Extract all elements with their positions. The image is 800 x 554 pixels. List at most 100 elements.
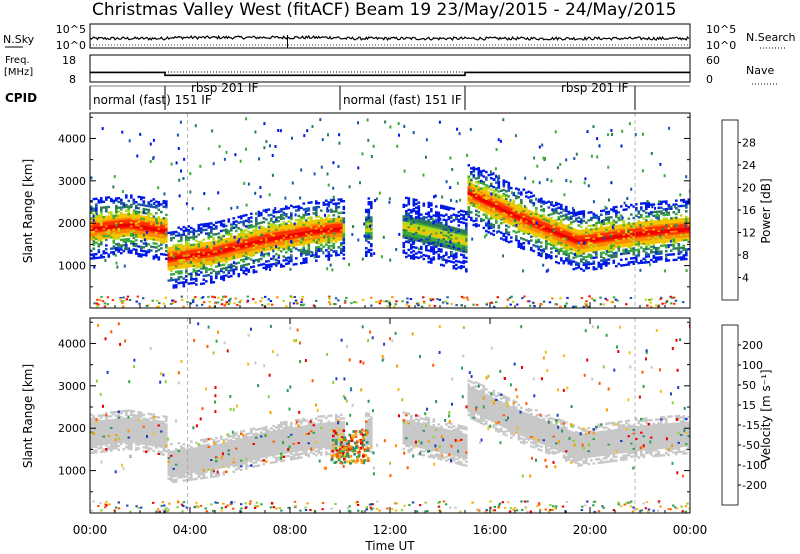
power-cell bbox=[307, 207, 311, 210]
power-cell bbox=[540, 218, 543, 221]
power-cell bbox=[165, 200, 168, 203]
power-cell bbox=[502, 206, 506, 209]
power-cell bbox=[557, 227, 561, 230]
power-cell bbox=[115, 231, 118, 234]
power-cell bbox=[305, 219, 308, 222]
power-cell bbox=[370, 206, 373, 210]
power-cell bbox=[575, 238, 578, 241]
power-cell bbox=[232, 261, 235, 265]
power-cell bbox=[590, 262, 593, 265]
power-cell bbox=[105, 209, 108, 213]
power-cell bbox=[217, 240, 221, 243]
power-cell bbox=[155, 206, 158, 209]
power-cell bbox=[580, 212, 583, 215]
power-cell bbox=[102, 250, 106, 253]
power-cell bbox=[180, 264, 183, 267]
power-cell bbox=[462, 265, 466, 268]
power-cell bbox=[477, 207, 481, 210]
power-cell bbox=[470, 182, 473, 185]
power-cell bbox=[187, 238, 191, 241]
power-cell bbox=[502, 217, 506, 220]
power-cell bbox=[485, 195, 488, 198]
power-cell bbox=[132, 198, 136, 201]
power-cell bbox=[452, 242, 456, 245]
power-cell bbox=[680, 235, 683, 238]
power-cell bbox=[234, 153, 237, 157]
power-cell bbox=[227, 269, 231, 273]
power-cell bbox=[547, 225, 551, 228]
power-cell bbox=[645, 261, 648, 264]
power-cell bbox=[300, 239, 303, 242]
power-cell bbox=[522, 245, 526, 249]
power-cell bbox=[622, 208, 626, 211]
power-cell bbox=[240, 220, 243, 224]
power-cell bbox=[495, 213, 498, 217]
power-cell bbox=[335, 236, 338, 240]
power-cell bbox=[327, 214, 331, 217]
power-cell bbox=[170, 260, 173, 263]
power-cell bbox=[607, 258, 611, 261]
power-cell bbox=[100, 235, 103, 238]
power-cell bbox=[277, 242, 281, 246]
power-cell bbox=[687, 198, 690, 201]
power-cell bbox=[262, 255, 266, 258]
power-cell bbox=[115, 216, 118, 219]
power-cell bbox=[235, 266, 238, 269]
power-cell bbox=[182, 254, 186, 257]
power-cell bbox=[462, 261, 466, 265]
power-cell bbox=[115, 208, 118, 212]
power-cell bbox=[365, 231, 368, 235]
power-cell bbox=[262, 226, 266, 229]
power-cell bbox=[247, 245, 251, 249]
power-cell bbox=[679, 193, 682, 197]
power-cell bbox=[640, 231, 643, 234]
power-cell bbox=[120, 200, 123, 203]
power-cell bbox=[527, 217, 531, 220]
power-cell bbox=[177, 243, 181, 247]
power-cell bbox=[667, 205, 671, 209]
power-cell bbox=[180, 235, 183, 239]
nsearch-tick-bottom: 10^0 bbox=[706, 39, 736, 52]
power-cell bbox=[607, 246, 611, 250]
power-cell bbox=[117, 235, 121, 238]
power-cell bbox=[642, 261, 646, 264]
power-cell bbox=[157, 225, 161, 229]
power-cell bbox=[450, 207, 453, 210]
power-cell bbox=[422, 219, 426, 223]
power-cell bbox=[280, 242, 283, 245]
power-cell bbox=[432, 235, 436, 238]
power-cell bbox=[515, 204, 518, 207]
power-cell bbox=[537, 229, 541, 232]
power-cell bbox=[677, 233, 681, 236]
power-cell bbox=[199, 164, 202, 168]
power-cell bbox=[282, 223, 286, 226]
power-cell bbox=[280, 233, 283, 236]
power-cell bbox=[475, 200, 478, 203]
power-cell bbox=[130, 213, 133, 216]
power-cell bbox=[485, 207, 488, 210]
power-cell bbox=[430, 208, 433, 211]
power-cell bbox=[615, 209, 618, 213]
power-cell bbox=[557, 216, 561, 219]
power-cell bbox=[657, 241, 661, 244]
power-cell bbox=[370, 223, 373, 227]
power-cell bbox=[612, 244, 616, 247]
power-cell bbox=[530, 199, 533, 202]
power-cell bbox=[127, 232, 131, 235]
power-cell bbox=[610, 238, 613, 242]
power-cell bbox=[370, 216, 373, 219]
power-cell bbox=[600, 246, 603, 249]
power-cell bbox=[302, 227, 306, 230]
power-cell bbox=[212, 244, 216, 248]
power-cell bbox=[462, 229, 466, 232]
power-cell bbox=[465, 260, 468, 263]
power-cell bbox=[495, 211, 498, 215]
power-cell bbox=[272, 226, 276, 229]
power-cell bbox=[498, 175, 500, 178]
power-cell bbox=[520, 204, 523, 208]
power-cell bbox=[102, 231, 106, 234]
power-cell bbox=[465, 222, 468, 225]
power-cell bbox=[650, 203, 653, 206]
power-cell bbox=[285, 237, 288, 241]
power-cell bbox=[267, 221, 271, 225]
